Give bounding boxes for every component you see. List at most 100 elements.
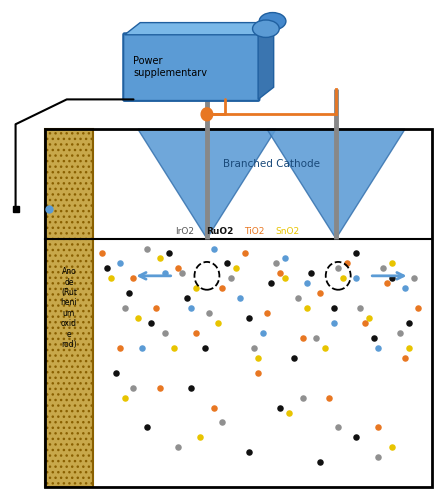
Text: Ano
de
(Rut
heni
um
oxid
e
rod): Ano de (Rut heni um oxid e rod): [61, 267, 77, 349]
Point: [170, 344, 177, 352]
Point: [255, 354, 262, 362]
Point: [232, 264, 239, 272]
Point: [219, 418, 226, 426]
Point: [210, 404, 217, 412]
Point: [161, 329, 168, 337]
Text: Branched Cathode: Branched Cathode: [223, 159, 320, 169]
Point: [277, 404, 284, 412]
Point: [174, 264, 182, 272]
Point: [157, 384, 164, 392]
Point: [388, 443, 395, 451]
Ellipse shape: [259, 12, 286, 30]
Point: [370, 334, 377, 342]
Point: [188, 384, 195, 392]
Point: [352, 274, 360, 282]
Point: [246, 448, 253, 456]
Bar: [44, 129, 93, 487]
Point: [259, 329, 266, 337]
Point: [375, 423, 382, 431]
Point: [401, 284, 409, 292]
Point: [277, 269, 284, 277]
Point: [103, 264, 110, 272]
Point: [286, 409, 293, 416]
Point: [214, 319, 222, 327]
Point: [192, 329, 199, 337]
Text: RuO2: RuO2: [206, 227, 234, 236]
Point: [152, 304, 159, 312]
Point: [303, 304, 311, 312]
Point: [112, 369, 119, 377]
Point: [330, 319, 337, 327]
Point: [339, 274, 346, 282]
Point: [384, 279, 391, 287]
Ellipse shape: [253, 20, 279, 37]
Point: [357, 304, 364, 312]
Point: [401, 354, 409, 362]
Point: [197, 433, 204, 441]
Point: [397, 329, 404, 337]
Point: [117, 259, 124, 267]
Point: [335, 423, 342, 431]
Point: [183, 294, 190, 302]
Text: TiO2: TiO2: [244, 227, 265, 236]
Polygon shape: [267, 129, 405, 239]
Bar: [44, 129, 432, 487]
Point: [330, 304, 337, 312]
Text: SnO2: SnO2: [275, 227, 299, 236]
Text: IrO2: IrO2: [175, 227, 194, 236]
Point: [281, 254, 288, 262]
Point: [326, 394, 333, 402]
Point: [250, 344, 257, 352]
Point: [352, 433, 360, 441]
Point: [148, 319, 155, 327]
Point: [201, 344, 208, 352]
Point: [255, 369, 262, 377]
Point: [415, 304, 422, 312]
Point: [117, 344, 124, 352]
Point: [406, 344, 413, 352]
Point: [361, 319, 368, 327]
Text: Power
supplementarv: Power supplementarv: [134, 56, 207, 78]
Point: [130, 384, 137, 392]
Point: [108, 274, 115, 282]
Point: [299, 334, 306, 342]
Point: [406, 319, 413, 327]
Point: [206, 309, 213, 317]
Point: [219, 284, 226, 292]
Point: [174, 443, 182, 451]
FancyBboxPatch shape: [123, 33, 259, 101]
Point: [388, 274, 395, 282]
Point: [388, 259, 395, 267]
Point: [344, 259, 351, 267]
Point: [157, 254, 164, 262]
Point: [223, 259, 231, 267]
Point: [143, 423, 150, 431]
Point: [281, 274, 288, 282]
Point: [263, 309, 271, 317]
Point: [130, 274, 137, 282]
Point: [241, 249, 248, 257]
Point: [303, 279, 311, 287]
Point: [45, 205, 53, 213]
Point: [237, 294, 244, 302]
Polygon shape: [125, 22, 274, 35]
Point: [161, 269, 168, 277]
Point: [228, 274, 235, 282]
Point: [410, 274, 417, 282]
Point: [268, 279, 275, 287]
Point: [166, 249, 173, 257]
Point: [375, 344, 382, 352]
Point: [299, 394, 306, 402]
Point: [143, 245, 150, 252]
Point: [312, 334, 320, 342]
Point: [125, 289, 133, 297]
Point: [308, 269, 315, 277]
Point: [321, 344, 328, 352]
Point: [352, 249, 360, 257]
Point: [210, 245, 217, 252]
Point: [192, 284, 199, 292]
Point: [121, 394, 128, 402]
Point: [379, 264, 386, 272]
Point: [99, 249, 106, 257]
Point: [246, 314, 253, 322]
